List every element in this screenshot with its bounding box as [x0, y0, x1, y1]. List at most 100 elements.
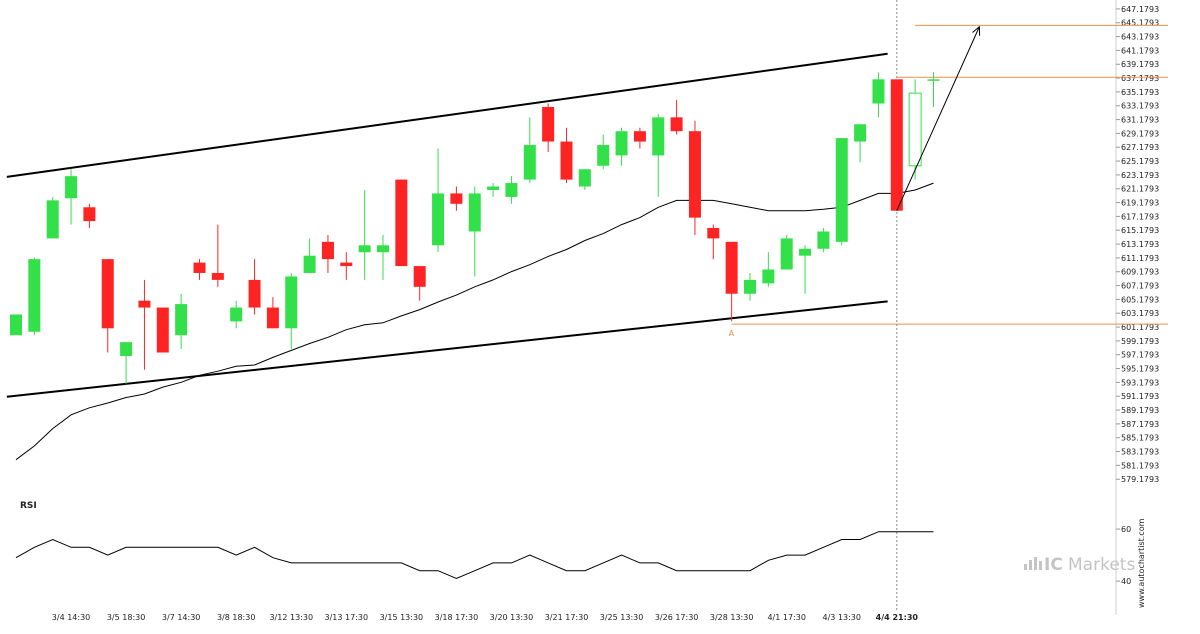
- candle-body: [927, 79, 940, 81]
- candle: [285, 272, 298, 350]
- candle-body: [817, 231, 830, 249]
- y-tick-label: 615.1793: [1121, 226, 1159, 235]
- y-tick-label: 621.1793: [1121, 185, 1159, 194]
- candle: [854, 124, 867, 163]
- trend-line-lower: [6, 300, 888, 398]
- candle-body: [46, 200, 59, 239]
- brand-logo: IC Markets: [1024, 555, 1135, 575]
- candle: [28, 257, 41, 336]
- horizontal-levels: A: [729, 0, 1168, 612]
- moving-average-line: [15, 182, 934, 461]
- y-tick-label: 595.1793: [1121, 365, 1159, 374]
- y-tick-label: 603.1793: [1121, 309, 1159, 318]
- candle-body: [432, 193, 445, 246]
- candle-body: [358, 245, 371, 253]
- candle: [725, 241, 738, 322]
- y-tick-label: 623.1793: [1121, 171, 1159, 180]
- y-tick-label: 599.1793: [1121, 337, 1159, 346]
- x-tick-label: 4/4 21:30: [876, 613, 919, 622]
- candle: [358, 189, 371, 280]
- candle: [10, 314, 22, 336]
- candle: [487, 183, 500, 197]
- y-tick-label: 587.1793: [1121, 420, 1159, 429]
- candle-body: [101, 259, 114, 329]
- candle-body: [340, 262, 353, 267]
- candle-body: [285, 276, 298, 329]
- candle-body: [854, 124, 867, 142]
- candle: [560, 127, 573, 184]
- rsi-line: [15, 531, 934, 580]
- y-tick-label: 583.1793: [1121, 448, 1159, 457]
- x-tick-label: 3/8 18:30: [217, 613, 255, 622]
- candle: [175, 293, 188, 350]
- candle-body: [670, 117, 683, 132]
- x-tick-label: 3/7 14:30: [162, 613, 200, 622]
- candle: [578, 169, 591, 190]
- candle-body: [542, 106, 555, 142]
- trend-lines: [6, 52, 888, 398]
- rsi-panel: RSI 60 40: [15, 490, 1131, 615]
- candle: [523, 117, 536, 184]
- x-tick-label: 3/13 17:30: [325, 613, 369, 622]
- moving-average: [15, 182, 934, 461]
- candle: [927, 72, 940, 107]
- candle: [230, 300, 243, 329]
- y-tick-label: 609.1793: [1121, 268, 1159, 277]
- candle: [707, 224, 720, 260]
- rsi-title: RSI: [20, 501, 37, 511]
- candle-body: [138, 300, 151, 308]
- y-tick-label: 643.1793: [1121, 33, 1159, 42]
- bar-logo-icon: [1024, 557, 1042, 570]
- candle-body: [560, 141, 573, 180]
- candle-body: [413, 266, 426, 287]
- candle: [266, 297, 279, 329]
- candle-body: [395, 179, 408, 267]
- candle: [377, 234, 389, 280]
- y-tick-label: 629.1793: [1121, 129, 1159, 138]
- candle: [211, 224, 224, 287]
- candle: [156, 307, 169, 353]
- candle-body: [835, 138, 848, 242]
- y-tick-label: 591.1793: [1121, 392, 1159, 401]
- candle-body: [744, 279, 756, 294]
- candle-body: [450, 193, 463, 204]
- candle: [597, 134, 610, 170]
- candle: [762, 252, 775, 287]
- candle-body: [872, 79, 885, 104]
- x-tick-label: 3/5 18:30: [107, 613, 145, 622]
- candle: [321, 234, 334, 273]
- candle: [542, 103, 555, 152]
- x-tick-label: 3/26 17:30: [655, 613, 699, 622]
- candle-body: [725, 241, 738, 294]
- candle-body: [762, 269, 775, 284]
- level-label: A: [729, 329, 735, 338]
- y-tick-label: 631.1793: [1121, 116, 1159, 125]
- brand-markets-text: Markets: [1068, 555, 1135, 575]
- candle-body: [65, 176, 78, 199]
- candle: [615, 127, 628, 166]
- candle: [872, 72, 885, 118]
- candle-body: [633, 131, 646, 142]
- candle-body: [597, 145, 610, 166]
- forecast-arrow-line: [896, 26, 980, 211]
- candle: [468, 186, 481, 277]
- candle-body: [908, 92, 922, 167]
- candle: [670, 100, 683, 135]
- x-tick-label: 4/3 13:30: [823, 613, 861, 622]
- candle-body: [523, 145, 536, 180]
- y-tick-label: 607.1793: [1121, 282, 1159, 291]
- candle-body: [303, 255, 316, 273]
- candle: [83, 203, 96, 229]
- candle-body: [10, 314, 22, 336]
- trend-line-upper: [6, 52, 888, 178]
- x-tick-label: 3/25 13:30: [600, 613, 644, 622]
- y-tick-label: 605.1793: [1121, 295, 1159, 304]
- candle-body: [175, 304, 188, 336]
- candle: [248, 259, 261, 315]
- candle: [138, 279, 151, 370]
- candle-body: [578, 169, 591, 187]
- x-tick-label: 3/20 13:30: [490, 613, 534, 622]
- candle-body: [321, 241, 334, 260]
